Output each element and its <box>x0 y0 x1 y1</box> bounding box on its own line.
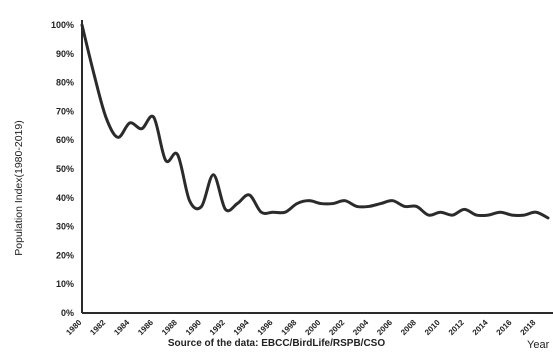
y-tick-label: 60% <box>56 135 74 145</box>
x-tick-label: 2008 <box>399 318 418 337</box>
x-tick-label: 2006 <box>375 318 394 337</box>
y-tick-label: 0% <box>61 308 74 318</box>
y-tick-label: 20% <box>56 250 74 260</box>
x-tick-label: 1984 <box>112 318 131 337</box>
x-tick-label: 1980 <box>64 318 83 337</box>
y-tick-label: 90% <box>56 49 74 59</box>
y-tick-label: 30% <box>56 222 74 232</box>
y-tick-label: 10% <box>56 279 74 289</box>
x-tick-label: 2004 <box>351 318 370 337</box>
y-tick-label: 50% <box>56 164 74 174</box>
y-tick-label: 100% <box>51 20 74 30</box>
x-tick-label: 1994 <box>232 318 251 337</box>
data-source-note: Source of the data: EBCC/BirdLife/RSPB/C… <box>167 338 386 349</box>
x-tick-label: 2016 <box>495 318 514 337</box>
x-tick-label: 1982 <box>88 318 107 337</box>
y-axis-label: Population Index(1980-2019) <box>13 120 25 255</box>
x-tick-label: 2012 <box>447 318 466 337</box>
y-tick-label: 80% <box>56 78 74 88</box>
y-tick-label: 70% <box>56 106 74 116</box>
x-tick-label: 2014 <box>471 318 490 337</box>
y-tick-label: 40% <box>56 193 74 203</box>
x-axis-label: Year <box>527 339 550 351</box>
x-tick-label: 1992 <box>208 318 227 337</box>
x-tick-label: 2010 <box>423 318 442 337</box>
series-line-0 <box>80 23 550 220</box>
x-tick-label: 2018 <box>519 318 538 337</box>
x-tick-label: 1996 <box>256 318 275 337</box>
x-tick-label: 1998 <box>280 318 299 337</box>
x-tick-label: 2002 <box>327 318 346 337</box>
x-tick-label: 1986 <box>136 318 155 337</box>
x-tick-label: 1990 <box>184 318 203 337</box>
x-tick-label: 2000 <box>303 318 322 337</box>
x-tick-label: 1988 <box>160 318 179 337</box>
